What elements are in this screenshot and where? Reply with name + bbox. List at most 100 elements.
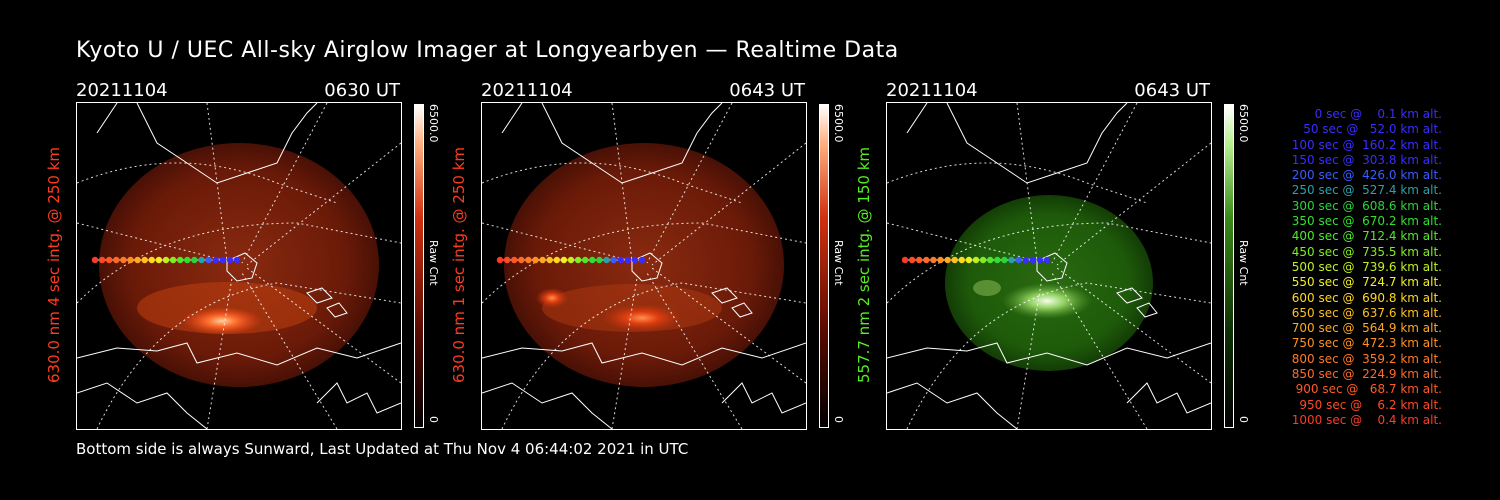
track-point <box>574 256 582 264</box>
aurora-hotspot <box>602 304 682 332</box>
track-point <box>1001 256 1008 264</box>
legend-row: 150 sec @ 303.8 km alt. <box>1287 152 1442 167</box>
colorbar-max: 6500.0 <box>832 104 845 143</box>
track-point <box>191 256 198 264</box>
legend-row: 250 sec @ 527.4 km alt. <box>1287 183 1442 198</box>
sky-disc <box>99 143 379 387</box>
track-point <box>987 256 994 264</box>
aurora-patch <box>536 288 568 308</box>
track-point <box>617 256 624 264</box>
sky-disc <box>504 143 784 387</box>
sky-image-svg <box>887 103 1211 429</box>
satellite-track <box>496 256 646 264</box>
track-point <box>908 256 916 264</box>
panel-side-label: 630.0 nm 1 sec intg. @ 250 km <box>450 146 468 384</box>
track-point <box>134 256 141 264</box>
legend-row: 350 sec @ 670.2 km alt. <box>1287 214 1442 229</box>
graticule <box>887 103 1211 429</box>
panel-side-label: 557.7 nm 2 sec intg. @ 150 km <box>855 146 873 384</box>
track-point <box>951 256 958 264</box>
track-point <box>1008 256 1015 264</box>
legend-row: 800 sec @ 359.2 km alt. <box>1287 351 1442 366</box>
track-point <box>120 256 127 264</box>
page-title: Kyoto U / UEC All-sky Airglow Imager at … <box>76 38 899 63</box>
legend-row: 700 sec @ 564.9 km alt. <box>1287 321 1442 336</box>
legend-row: 100 sec @ 160.2 km alt. <box>1287 137 1442 152</box>
legend-row: 50 sec @ 52.0 km alt. <box>1295 122 1442 137</box>
colorbar-label: Raw Cnt <box>427 240 440 286</box>
airglow-image <box>886 102 1212 430</box>
legend-row: 1000 sec @ 0.4 km alt. <box>1291 412 1442 427</box>
aurora-hotspot <box>182 307 262 335</box>
altitude-legend: 0 sec @ 0.1 km alt. 50 sec @ 52.0 km alt… <box>1262 107 1442 428</box>
graticule <box>77 103 401 429</box>
track-point <box>937 256 944 264</box>
track-point <box>503 256 511 264</box>
track-point <box>91 256 99 264</box>
track-point <box>198 256 205 264</box>
track-point <box>965 256 973 264</box>
colorbar-max: 6500.0 <box>1237 104 1250 143</box>
legend-row: 750 sec @ 472.3 km alt. <box>1287 336 1442 351</box>
track-point <box>567 256 575 264</box>
track-point <box>532 256 539 264</box>
panel-time: 0643 UT <box>729 80 805 101</box>
legend-row: 900 sec @ 68.7 km alt. <box>1291 382 1442 397</box>
legend-row: 600 sec @ 690.8 km alt. <box>1287 290 1442 305</box>
panel-side-label: 630.0 nm 4 sec intg. @ 250 km <box>45 146 63 384</box>
track-point <box>596 256 603 264</box>
sky-image-svg <box>482 103 806 429</box>
track-point <box>539 256 546 264</box>
track-point <box>901 256 909 264</box>
legend-row: 650 sec @ 637.6 km alt. <box>1287 305 1442 320</box>
coastline <box>887 103 1211 429</box>
legend-row: 400 sec @ 712.4 km alt. <box>1287 229 1442 244</box>
airglow-image <box>76 102 402 430</box>
legend-row: 500 sec @ 739.6 km alt. <box>1287 259 1442 274</box>
legend-row: 950 sec @ 6.2 km alt. <box>1295 397 1442 412</box>
track-point <box>603 256 610 264</box>
track-point <box>1043 256 1051 264</box>
track-point <box>141 256 148 264</box>
track-point <box>1022 256 1029 264</box>
track-point <box>582 256 589 264</box>
track-point <box>113 256 120 264</box>
aurora-hotspot <box>1002 283 1092 319</box>
track-point <box>610 256 617 264</box>
satellite-track <box>901 256 1051 264</box>
legend-row: 450 sec @ 735.5 km alt. <box>1287 244 1442 259</box>
coastline <box>77 103 401 429</box>
panel-date: 20211104 <box>481 80 573 101</box>
airglow-image <box>481 102 807 430</box>
track-point <box>233 256 241 264</box>
track-point <box>219 256 226 264</box>
track-point <box>496 256 504 264</box>
airglow-panel-1: 20211104 0630 UT 630.0 nm 4 sec intg. @ … <box>45 80 476 430</box>
legend-row: 300 sec @ 608.6 km alt. <box>1287 198 1442 213</box>
track-point <box>212 256 219 264</box>
track-point <box>226 256 234 264</box>
panel-time: 0643 UT <box>1134 80 1210 101</box>
track-point <box>511 256 518 264</box>
footer-note: Bottom side is always Sunward, Last Upda… <box>76 440 689 458</box>
track-point <box>148 256 155 264</box>
track-point <box>205 256 212 264</box>
colorbar-label: Raw Cnt <box>1237 240 1250 286</box>
track-point <box>916 256 923 264</box>
track-point <box>972 256 980 264</box>
track-point <box>631 256 639 264</box>
sky-disc <box>945 195 1153 371</box>
track-point <box>930 256 937 264</box>
panel-date: 20211104 <box>76 80 168 101</box>
airglow-panel-3: 20211104 0643 UT 557.7 nm 2 sec intg. @ … <box>855 80 1286 430</box>
airglow-panel-2: 20211104 0643 UT 630.0 nm 1 sec intg. @ … <box>450 80 881 430</box>
colorbar <box>1224 104 1234 428</box>
track-point <box>944 256 951 264</box>
track-point <box>994 256 1001 264</box>
track-point <box>546 256 553 264</box>
track-point <box>589 256 596 264</box>
track-point <box>1029 256 1036 264</box>
legend-row: 0 sec @ 0.1 km alt. <box>1303 107 1442 121</box>
legend-row: 850 sec @ 224.9 km alt. <box>1287 367 1442 382</box>
track-point <box>177 256 184 264</box>
